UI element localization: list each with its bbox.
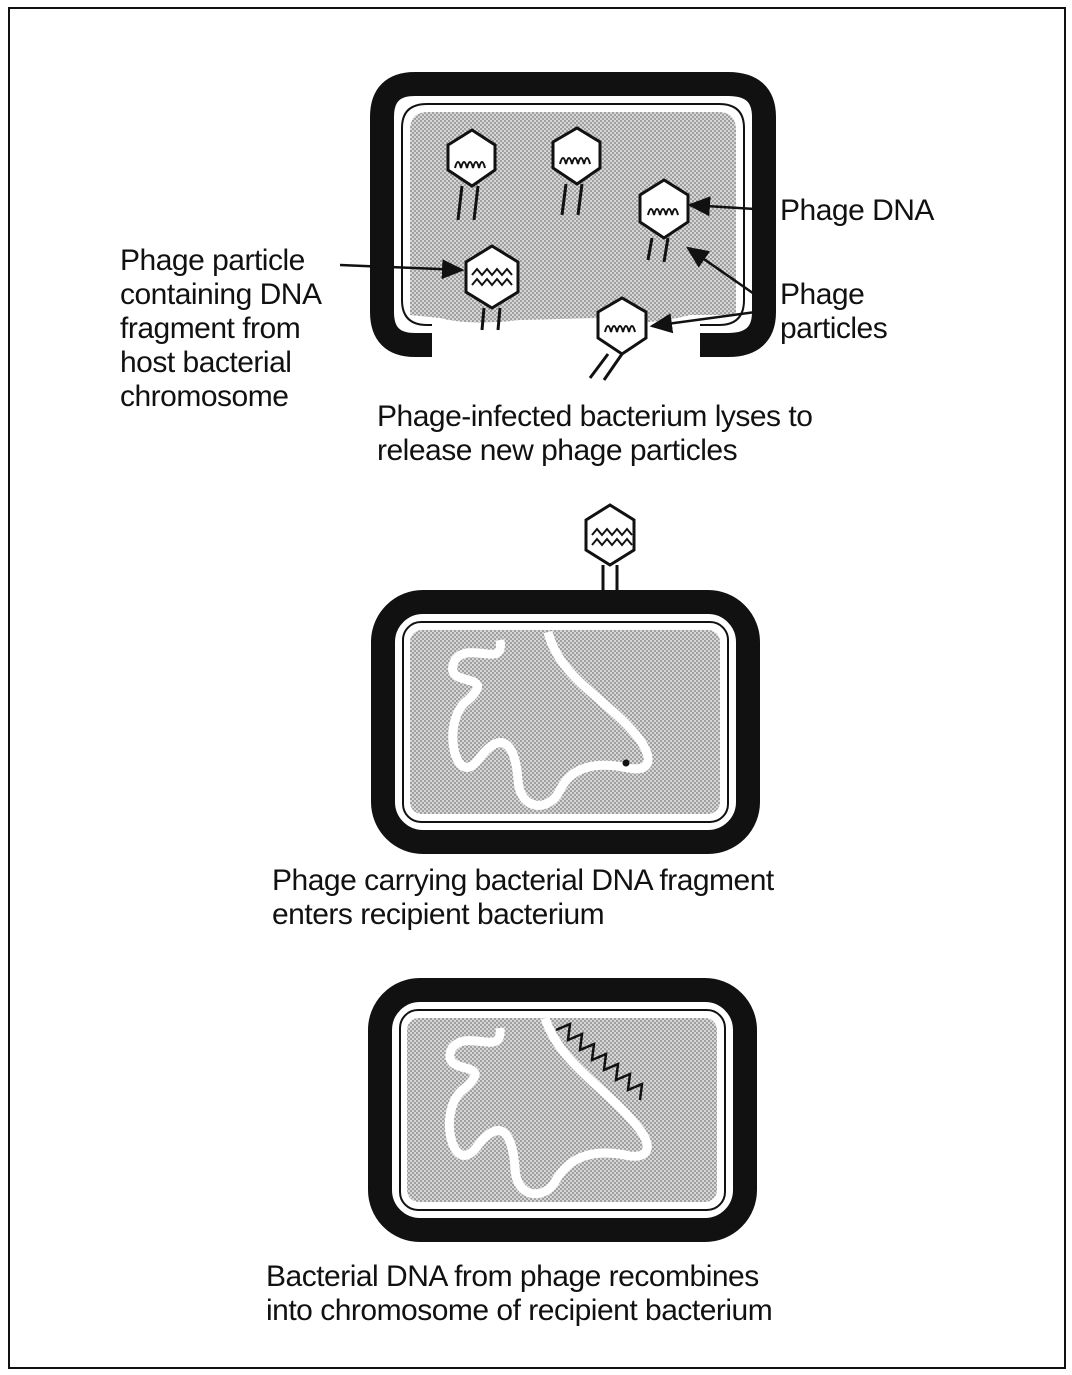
label-line: containing DNA <box>120 278 322 311</box>
recipient-bacterium <box>371 590 760 854</box>
caption-line: enters recipient bacterium <box>272 898 605 931</box>
label-line: Phage particle <box>120 244 305 277</box>
caption-panel-2: Phage carrying bacterial DNA fragment en… <box>272 864 774 932</box>
caption-line: release new phage particles <box>377 434 738 467</box>
caption-line: Bacterial DNA from phage recombines <box>266 1260 759 1293</box>
label-phage-dna: Phage DNA <box>780 194 934 228</box>
recombined-phage-dna <box>555 1021 644 1101</box>
injected-dna <box>622 759 630 767</box>
figure-frame <box>8 7 1066 1369</box>
caption-line: into chromosome of recipient bacterium <box>266 1294 773 1327</box>
caption-line: Phage-infected bacterium lyses to <box>377 400 813 433</box>
label-phage-particle-containing-dna: Phage particle containing DNA fragment f… <box>120 244 322 414</box>
label-line: host bacterial <box>120 346 292 379</box>
phage-particle-3 <box>638 178 690 263</box>
incoming-phage <box>584 503 636 592</box>
label-phage-particles: Phage particles <box>780 278 888 346</box>
caption-line: Phage carrying bacterial DNA fragment <box>272 864 774 897</box>
phage-particle-released <box>588 296 648 381</box>
label-line: fragment from <box>120 312 301 345</box>
phage-particle-host-dna <box>464 244 520 331</box>
phage-particle-2 <box>551 126 602 216</box>
label-line: particles <box>780 312 888 345</box>
lysing-bacterium <box>370 72 776 357</box>
phage-particle-1 <box>446 128 497 221</box>
label-pointers <box>339 196 773 334</box>
caption-panel-3: Bacterial DNA from phage recombines into… <box>266 1260 773 1328</box>
recombinant-bacterium <box>368 978 757 1242</box>
label-line: Phage <box>780 278 865 311</box>
label-line: Phage DNA <box>780 194 934 227</box>
caption-panel-1: Phage-infected bacterium lyses to releas… <box>377 400 813 468</box>
label-line: chromosome <box>120 380 289 413</box>
